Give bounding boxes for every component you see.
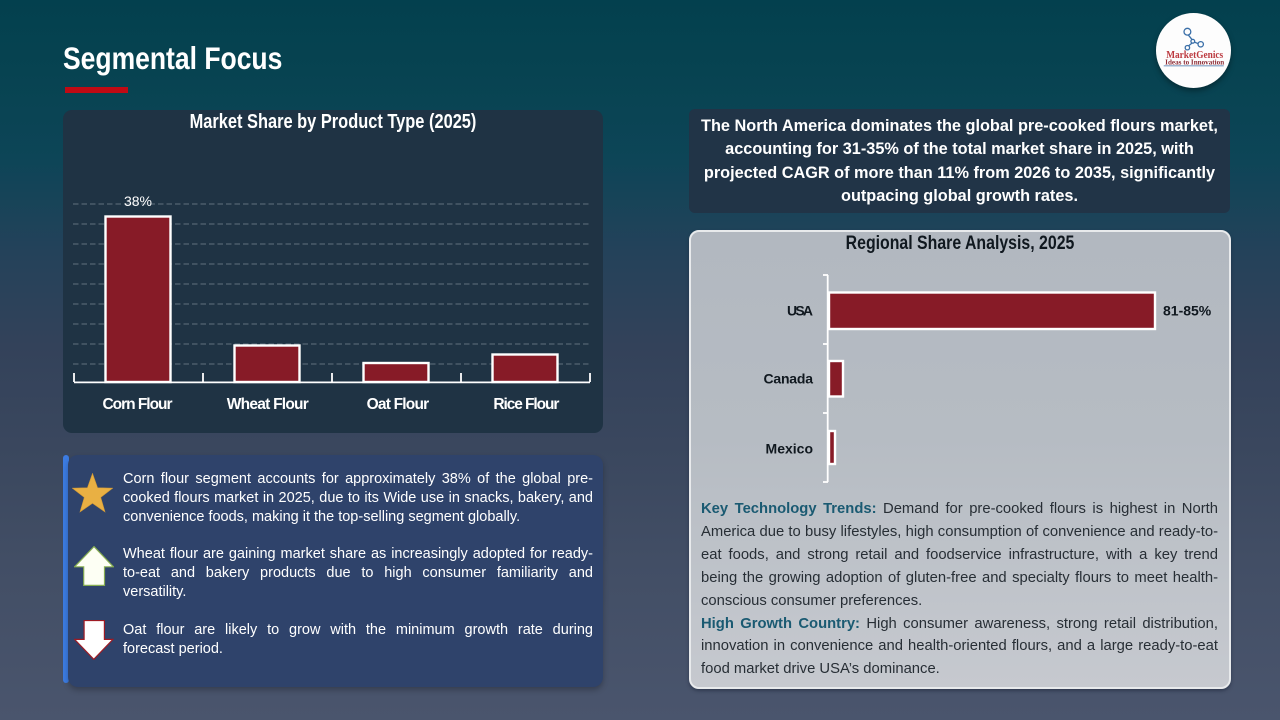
- svg-text:Ideas to Innovation: Ideas to Innovation: [1165, 59, 1224, 66]
- svg-text:Oat Flour: Oat Flour: [367, 396, 430, 413]
- svg-text:81-85%: 81-85%: [1163, 303, 1212, 319]
- svg-text:38%: 38%: [124, 193, 152, 209]
- svg-text:Wheat Flour: Wheat Flour: [227, 396, 309, 413]
- svg-text:Mexico: Mexico: [766, 441, 813, 457]
- svg-text:Corn Flour: Corn Flour: [103, 396, 173, 413]
- svg-text:Canada: Canada: [764, 371, 814, 387]
- svg-text:Rice Flour: Rice Flour: [493, 396, 559, 413]
- svg-text:USA: USA: [787, 303, 813, 319]
- svg-text:MarketGenics: MarketGenics: [1166, 50, 1223, 61]
